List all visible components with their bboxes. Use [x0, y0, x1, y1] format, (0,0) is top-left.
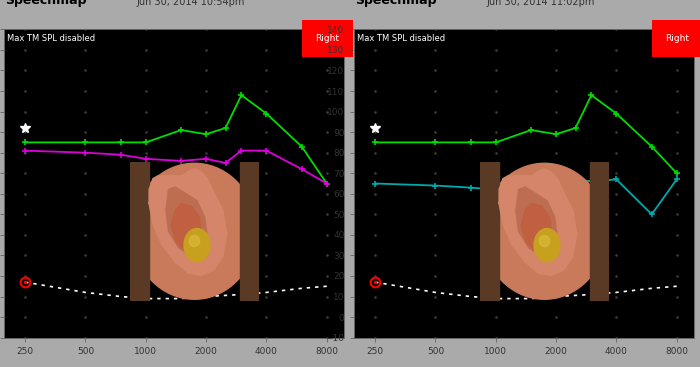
Text: Jun 30, 2014 10:54pm: Jun 30, 2014 10:54pm [136, 0, 245, 7]
Text: Max TM SPL disabled: Max TM SPL disabled [357, 34, 445, 43]
Text: Right: Right [315, 34, 340, 43]
Text: Max TM SPL disabled: Max TM SPL disabled [7, 34, 95, 43]
Text: Jun 30, 2014 11:02pm: Jun 30, 2014 11:02pm [486, 0, 595, 7]
Text: Right: Right [665, 34, 690, 43]
Text: Speechmap: Speechmap [355, 0, 436, 7]
Text: Speechmap: Speechmap [5, 0, 86, 7]
